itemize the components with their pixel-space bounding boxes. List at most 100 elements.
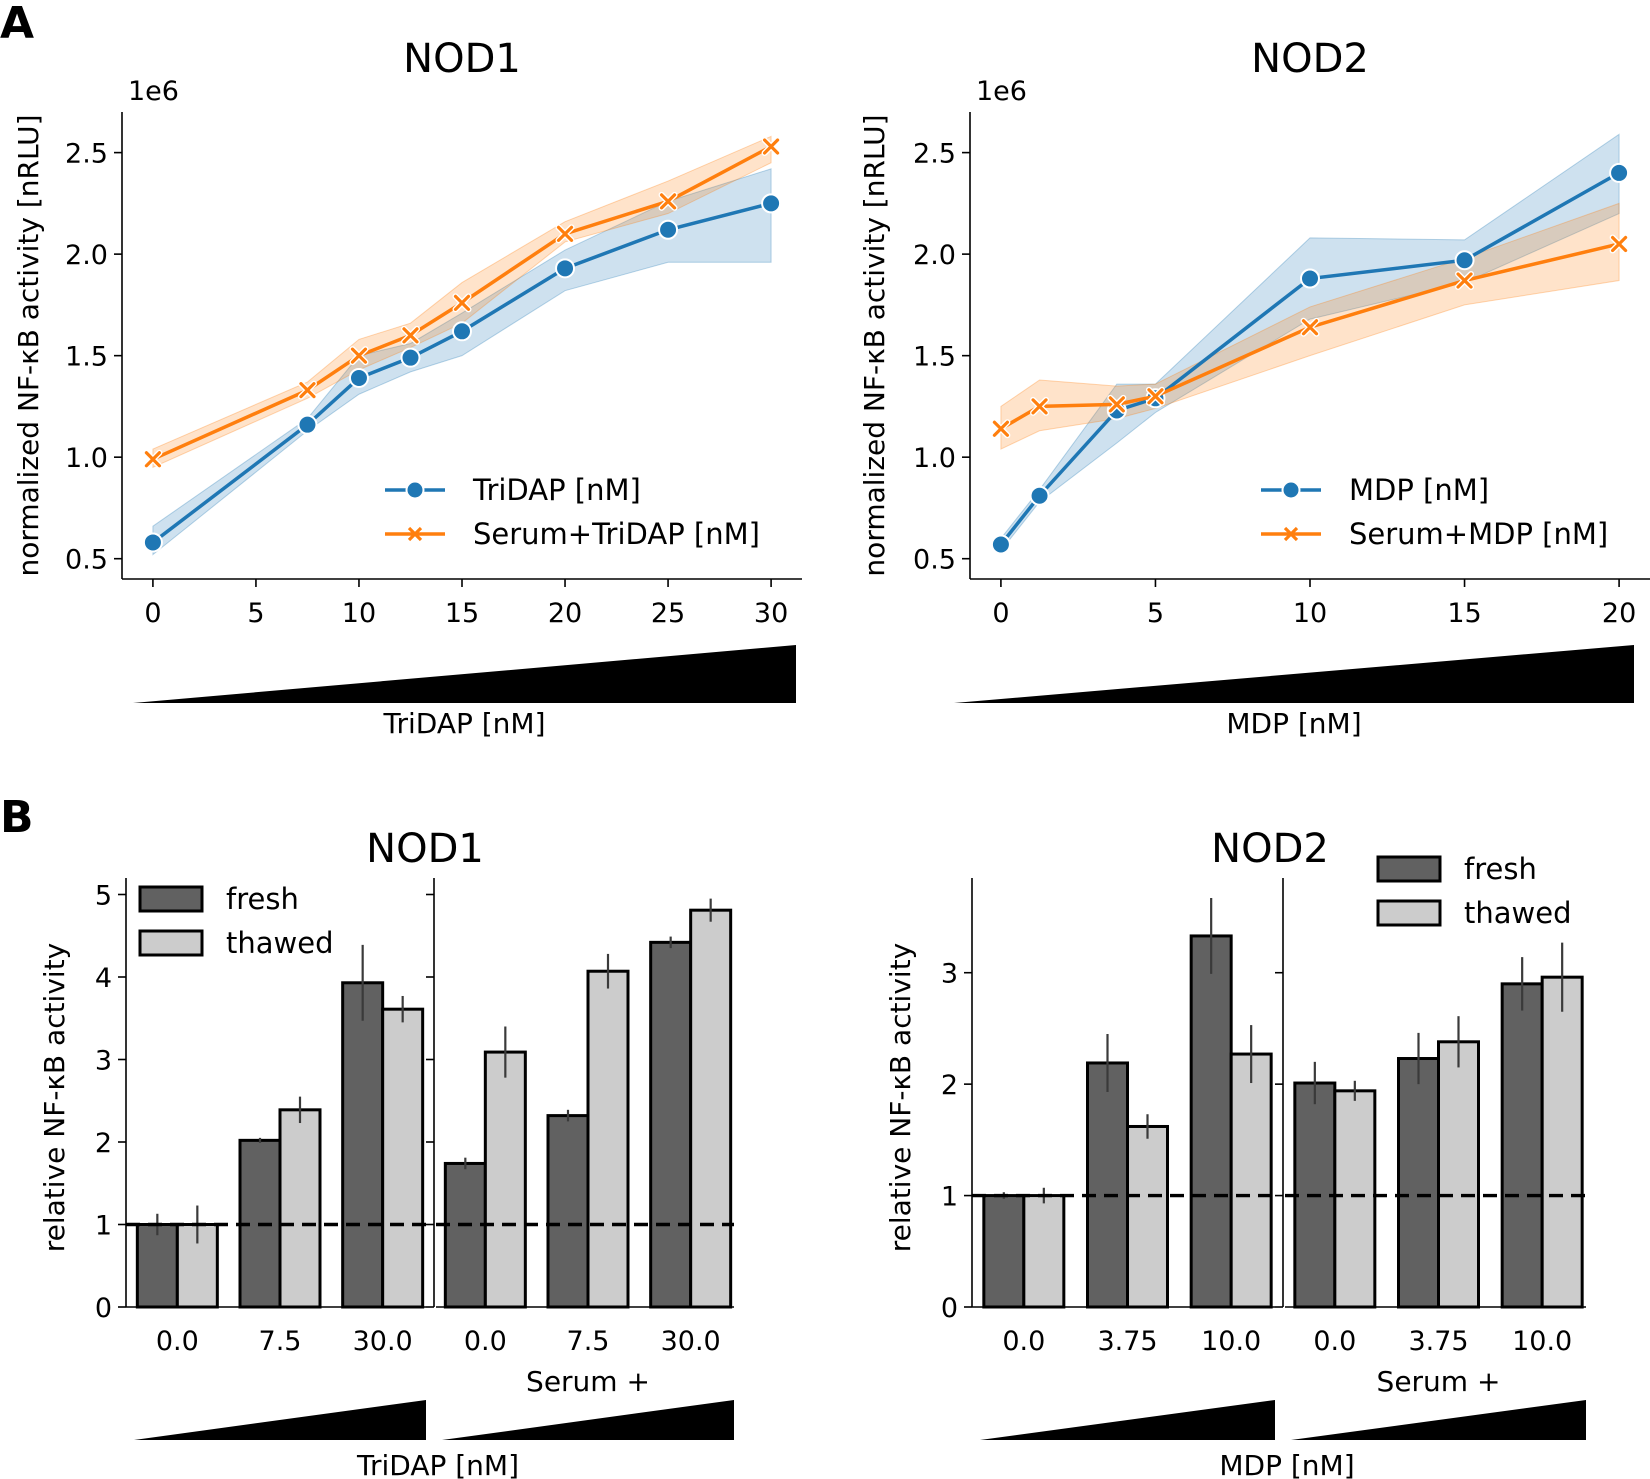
data-point	[400, 325, 420, 345]
x-tick-label: 0.0	[156, 1326, 199, 1357]
data-point	[991, 419, 1011, 439]
data-point	[658, 219, 679, 240]
y-axis-label: relative NF-κB activity	[38, 943, 71, 1253]
data-point	[297, 414, 318, 435]
data-point	[761, 137, 781, 157]
bar-thawed	[586, 969, 630, 1309]
axis-offset-label: 1e6	[128, 76, 179, 107]
y-tick-label: 2.5	[913, 139, 956, 170]
marker-x	[402, 327, 419, 344]
x-axis-label: MDP [nM]	[1226, 707, 1361, 740]
marker-x	[1031, 398, 1048, 415]
y-tick-label: 2.0	[65, 240, 108, 271]
x-tick-label: 0.0	[1002, 1326, 1045, 1357]
serum-group-label: Serum +	[526, 1365, 650, 1398]
ci-band-0	[152, 168, 772, 556]
x-tick-label: 7.5	[567, 1326, 610, 1357]
bar-fresh	[135, 1223, 179, 1309]
data-point	[1454, 250, 1475, 271]
chart-title: NOD2	[1211, 826, 1329, 872]
bar-fresh	[1397, 1057, 1440, 1309]
y-tick-label: 1.0	[913, 443, 956, 474]
chart-title: NOD1	[366, 826, 484, 872]
legend-swatch-thawed	[1376, 899, 1442, 927]
y-axis-label: normalized NF-κB activity [nRLU]	[12, 114, 45, 576]
y-tick-label: 3	[941, 959, 958, 990]
y-tick-label: 1.5	[65, 342, 108, 373]
legend-swatch-fresh	[1376, 855, 1442, 883]
marker-x	[1610, 235, 1628, 253]
data-point	[555, 224, 575, 244]
data-point	[452, 321, 472, 342]
y-tick-label: 1	[941, 1182, 958, 1213]
bar-fresh	[341, 981, 385, 1309]
x-tick-label: 15	[445, 598, 479, 629]
y-tick-label: 1.0	[65, 443, 108, 474]
data-point	[349, 346, 369, 366]
bar-fresh	[443, 1161, 487, 1309]
legend-marker	[1281, 480, 1301, 500]
legend-swatch-thawed	[138, 929, 204, 957]
bar-fresh	[1086, 1061, 1129, 1309]
marker-x	[453, 294, 471, 311]
marker-x	[992, 420, 1010, 437]
marker-x	[659, 193, 677, 210]
y-tick-label: 0.5	[913, 545, 956, 576]
bar-thawed	[381, 1007, 425, 1309]
marker-x	[1456, 272, 1473, 289]
data-point	[1609, 234, 1629, 254]
x-axis-label: TriDAP [nM]	[356, 1449, 519, 1479]
concentration-wedge	[1291, 1400, 1586, 1440]
x-tick-label: 0.0	[464, 1326, 507, 1357]
data-point	[143, 449, 163, 469]
x-tick-label: 3.75	[1408, 1326, 1468, 1357]
marker-x	[1147, 388, 1164, 405]
concentration-wedge	[954, 645, 1634, 703]
x-tick-label: 0	[144, 598, 161, 629]
marker-x	[1301, 319, 1319, 336]
x-tick-label: 5	[1147, 598, 1164, 629]
marker-x	[144, 451, 162, 468]
bar-thawed	[278, 1108, 322, 1309]
marker-x	[299, 382, 316, 399]
legend-marker	[1283, 526, 1299, 542]
y-tick-label: 1.5	[913, 342, 956, 373]
data-point	[990, 534, 1011, 555]
data-point	[658, 191, 678, 211]
x-tick-label: 10.0	[1512, 1326, 1572, 1357]
x-tick-label: 3.75	[1097, 1326, 1157, 1357]
concentration-wedge	[133, 645, 796, 703]
y-tick-label: 0.5	[65, 545, 108, 576]
data-point	[297, 380, 317, 400]
legend-label: TriDAP [nM]	[472, 473, 641, 507]
bar-thawed	[483, 1050, 527, 1309]
series-line-0	[151, 201, 772, 544]
x-tick-label: 20	[548, 598, 582, 629]
bar-thawed	[1540, 975, 1584, 1309]
bar-thawed	[1022, 1194, 1066, 1309]
y-tick-label: 5	[95, 881, 112, 912]
x-tick-label: 20	[1602, 598, 1636, 629]
bar-fresh	[1189, 934, 1233, 1309]
data-point	[400, 347, 421, 368]
x-tick-label: 30.0	[661, 1326, 721, 1357]
legend-marker	[407, 526, 423, 542]
x-tick-label: 15	[1447, 598, 1481, 629]
concentration-wedge	[134, 1400, 426, 1440]
bar-fresh	[649, 940, 693, 1309]
legend-label: thawed	[1464, 896, 1572, 930]
x-tick-label: 30.0	[353, 1326, 413, 1357]
bar-fresh	[1500, 982, 1544, 1309]
bar-thawed	[1333, 1089, 1377, 1309]
marker-x	[1108, 396, 1125, 413]
data-point	[761, 193, 782, 214]
y-axis-label: normalized NF-κB activity [nRLU]	[858, 114, 891, 576]
data-point	[1455, 271, 1475, 291]
legend-label: thawed	[226, 926, 334, 960]
x-tick-label: 0	[992, 598, 1009, 629]
y-tick-label: 0	[95, 1293, 112, 1324]
legend-swatch-fresh	[138, 885, 204, 913]
legend-label: fresh	[1464, 852, 1537, 886]
legend-marker	[405, 480, 425, 500]
